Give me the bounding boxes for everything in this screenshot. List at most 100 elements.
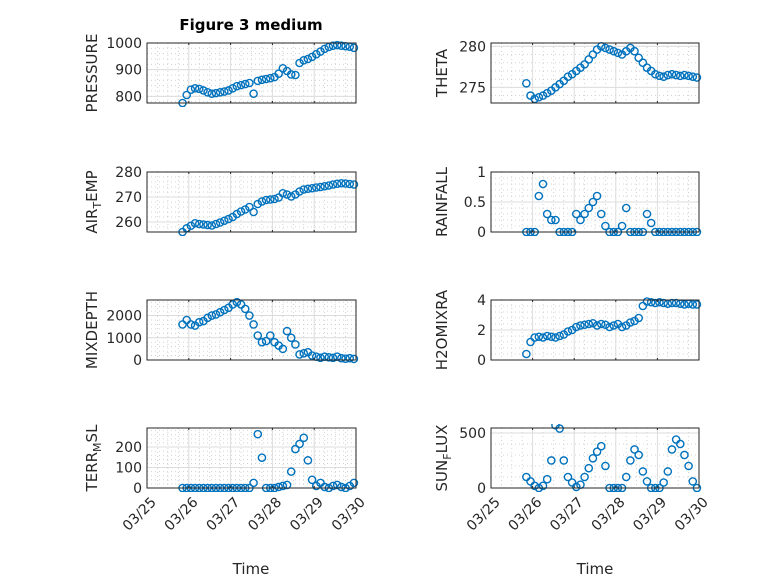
marker-series [522, 41, 702, 104]
data-point [547, 456, 556, 465]
data-point [349, 43, 359, 53]
data-point [257, 453, 267, 462]
data-point [530, 333, 539, 342]
plot-area [147, 43, 356, 103]
data-point [303, 456, 313, 465]
data-point [224, 86, 233, 95]
y-tick-label: 2 [477, 323, 486, 339]
data-point [291, 70, 300, 80]
data-point [530, 94, 539, 104]
data-point [282, 190, 292, 199]
data-point [207, 89, 217, 98]
data-point [245, 78, 254, 88]
axes-box [490, 171, 700, 233]
data-point [207, 311, 217, 320]
y-tick-label: 1 [477, 165, 486, 181]
data-point [337, 178, 346, 188]
data-point [659, 298, 668, 308]
data-point [186, 85, 196, 94]
data-point [638, 467, 648, 476]
data-point [601, 320, 610, 330]
data-point [349, 478, 359, 488]
x-tick-label: 03/28 [245, 494, 285, 534]
data-point [245, 311, 254, 320]
data-point [542, 474, 552, 484]
data-point [642, 477, 652, 486]
y-axis-label: PRESSURE [83, 34, 101, 113]
data-point [617, 322, 627, 332]
axes-box [490, 299, 700, 361]
data-point [320, 44, 329, 54]
data-point [671, 298, 681, 308]
data-point [324, 181, 334, 190]
data-point [291, 444, 300, 454]
data-point [286, 192, 296, 201]
y-axis-label: MIXDEPTH [83, 291, 101, 369]
data-point [630, 46, 639, 56]
plot-area [147, 300, 356, 360]
data-point [563, 327, 573, 336]
data-point [617, 221, 627, 231]
data-point [240, 79, 250, 89]
data-point [680, 300, 689, 309]
data-point [274, 482, 283, 492]
data-point [345, 179, 355, 189]
data-point [609, 46, 619, 56]
data-point [261, 74, 271, 84]
y-tick-label: 0 [133, 481, 142, 497]
data-point [295, 439, 304, 449]
x-axis-label-right: Time [576, 560, 614, 578]
data-point [299, 349, 309, 358]
subplot-pressure: 800 900 1000 PRESSURE [83, 34, 359, 113]
axes-box [146, 299, 357, 361]
data-point [194, 84, 204, 94]
data-point [211, 310, 221, 319]
data-point [224, 214, 233, 224]
data-point [274, 69, 283, 78]
data-point [286, 333, 296, 343]
data-point [190, 84, 200, 93]
data-point [240, 304, 250, 314]
data-point [266, 331, 275, 340]
data-point [232, 209, 242, 219]
data-point [688, 477, 698, 486]
data-point [328, 180, 338, 189]
data-point [307, 183, 317, 193]
x-axis-label-left: Time [232, 560, 270, 578]
data-point [328, 481, 338, 491]
data-point [630, 445, 639, 454]
data-point [257, 75, 267, 85]
data-point [534, 92, 544, 102]
data-point [675, 71, 685, 81]
data-point [634, 450, 643, 460]
data-point [555, 424, 564, 433]
data-point [207, 221, 217, 230]
y-tick-label: 260 [115, 215, 142, 231]
subplot-theta: 275 280 THETA [433, 39, 702, 104]
data-point [680, 70, 689, 80]
data-point [555, 331, 564, 341]
data-point [299, 185, 309, 194]
data-point [299, 56, 309, 65]
data-point [651, 298, 660, 308]
data-point [626, 318, 635, 327]
data-point [538, 91, 548, 100]
data-point [522, 78, 531, 88]
marker-series [178, 178, 359, 236]
data-point [626, 456, 635, 465]
data-point [551, 333, 560, 342]
data-point [286, 70, 296, 79]
data-point [692, 300, 702, 309]
x-tick-label: 03/25 [120, 494, 160, 534]
data-point [551, 215, 560, 225]
y-tick-label: 0 [477, 225, 486, 241]
data-point [232, 297, 242, 307]
data-point [580, 472, 589, 482]
data-point [559, 456, 569, 465]
data-point [332, 480, 342, 490]
data-point [261, 336, 271, 346]
data-point [522, 349, 531, 359]
data-point [542, 209, 552, 219]
y-tick-label: 0.5 [464, 195, 486, 211]
data-point [601, 43, 610, 53]
